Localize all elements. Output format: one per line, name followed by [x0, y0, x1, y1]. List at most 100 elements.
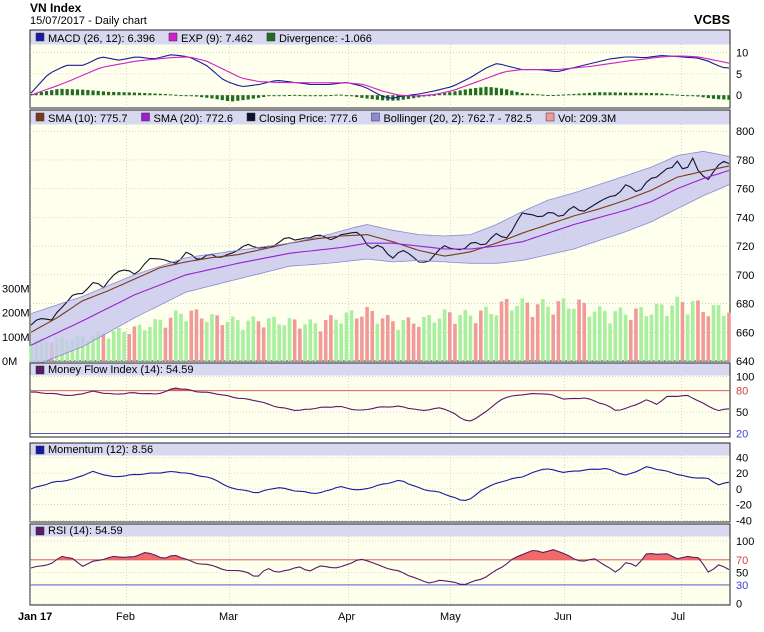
volume-bar — [163, 327, 168, 361]
volume-bar — [592, 311, 597, 361]
macd-macd-line — [30, 54, 730, 99]
volume-bar — [701, 311, 705, 361]
volume-bar — [298, 328, 302, 361]
macd-divergence-bar — [675, 94, 679, 96]
rsi-panel — [29, 523, 731, 606]
macd-divergence-bar — [463, 89, 467, 96]
volume-bar — [385, 314, 390, 361]
mfi-legend-entry: Money Flow Index (14): 54.59 — [48, 364, 194, 376]
rsi-tick-label: 70 — [736, 555, 748, 567]
mfi-tick-label: 100 — [736, 371, 754, 383]
volume-bar — [437, 318, 442, 361]
volume-bar — [194, 309, 199, 361]
volume-bar — [618, 307, 623, 361]
macd-divergence-bar — [39, 92, 43, 96]
macd-divergence-bar — [225, 95, 230, 102]
volume-bar — [711, 305, 716, 361]
macd-divergence-bar — [96, 90, 100, 96]
volume-bar — [680, 302, 685, 361]
macd-divergence-bar — [375, 95, 380, 100]
macd-divergence-bar — [34, 92, 38, 96]
volume-bar — [204, 321, 209, 361]
macd-divergence-bar — [406, 95, 411, 99]
volume-bar — [401, 320, 406, 361]
volume-bar — [463, 310, 468, 361]
volume-bar — [515, 306, 519, 361]
volume-bar — [597, 306, 602, 361]
volume-bar — [416, 326, 421, 361]
volume-bar — [241, 329, 245, 361]
macd-divergence-bar — [137, 92, 142, 96]
price-legend-swatch — [545, 112, 555, 122]
volume-bar — [422, 316, 426, 361]
macd-divergence-bar — [86, 90, 90, 96]
x-axis-label: Jun — [554, 611, 572, 623]
volume-bar — [639, 306, 643, 361]
volume-bar — [623, 314, 628, 361]
macd-divergence-bar — [618, 92, 623, 96]
x-axis-label: Jul — [671, 611, 685, 623]
volume-bar — [396, 329, 400, 361]
volume-bar — [520, 298, 524, 361]
macd-divergence-bar — [251, 95, 255, 99]
price-closing-price-line — [30, 156, 730, 326]
mfi-tick-label: 50 — [736, 407, 748, 419]
volume-bar — [184, 321, 188, 361]
macd-divergence-bar — [592, 92, 597, 96]
volume-bar — [406, 317, 411, 361]
volume-bar — [370, 310, 375, 361]
price-legend-swatch — [371, 112, 380, 122]
volume-bar — [458, 314, 462, 361]
volume-bar — [158, 319, 163, 361]
x-axis-label: May — [440, 611, 461, 623]
volume-bar — [499, 301, 504, 361]
volume-bar — [91, 336, 95, 361]
volume-bar — [432, 322, 437, 361]
macd-divergence-bar — [458, 90, 462, 96]
volume-bar — [525, 302, 530, 361]
volume-bar — [375, 323, 380, 361]
macd-divergence-bar — [236, 95, 240, 101]
macd-divergence-bar — [655, 93, 659, 96]
macd-divergence-bar — [370, 95, 374, 100]
volume-bar — [199, 318, 204, 361]
macd-divergence-bar — [174, 94, 178, 96]
volume-bar — [313, 323, 318, 361]
macd-divergence-bar — [644, 92, 648, 96]
macd-divergence-bar — [205, 95, 209, 98]
macd-divergence-bar — [629, 92, 633, 96]
macd-legend-entry: EXP (9): 7.462 — [181, 33, 253, 45]
macd-divergence-bar — [525, 93, 529, 96]
volume-bar — [561, 298, 566, 361]
macd-divergence-bar — [127, 92, 131, 96]
momentum-tick-label: -20 — [736, 500, 752, 512]
volume-bar — [329, 315, 333, 361]
macd-divergence-bar — [334, 94, 338, 96]
macd-divergence-bar — [194, 95, 199, 97]
macd-divergence-bar — [241, 95, 245, 101]
rsi-legend-bar — [30, 524, 730, 537]
price-bollinger-lower-line — [30, 184, 730, 368]
macd-divergence-bar — [50, 90, 54, 96]
volume-bar — [659, 304, 664, 361]
macd-divergence-bar — [670, 94, 674, 96]
x-axis-label: Feb — [116, 611, 135, 623]
macd-divergence-bar — [210, 95, 214, 99]
macd-divergence-bar — [505, 89, 509, 96]
volume-bar — [292, 319, 297, 361]
macd-divergence-bar — [603, 92, 607, 96]
macd-divergence-bar — [541, 94, 545, 96]
macd-divergence-bar — [106, 91, 111, 96]
volume-bar — [354, 318, 359, 361]
volume-bar — [691, 301, 695, 361]
macd-divergence-bar — [303, 95, 307, 97]
bollinger-band — [31, 151, 729, 367]
volume-bar — [267, 318, 271, 361]
volume-bar — [546, 306, 550, 361]
macd-divergence-bar — [634, 92, 638, 96]
volume-bar — [603, 310, 607, 361]
volume-bar — [613, 311, 618, 361]
macd-divergence-bar — [277, 95, 281, 97]
macd-divergence-bar — [453, 91, 457, 96]
volume-bar — [670, 305, 674, 361]
